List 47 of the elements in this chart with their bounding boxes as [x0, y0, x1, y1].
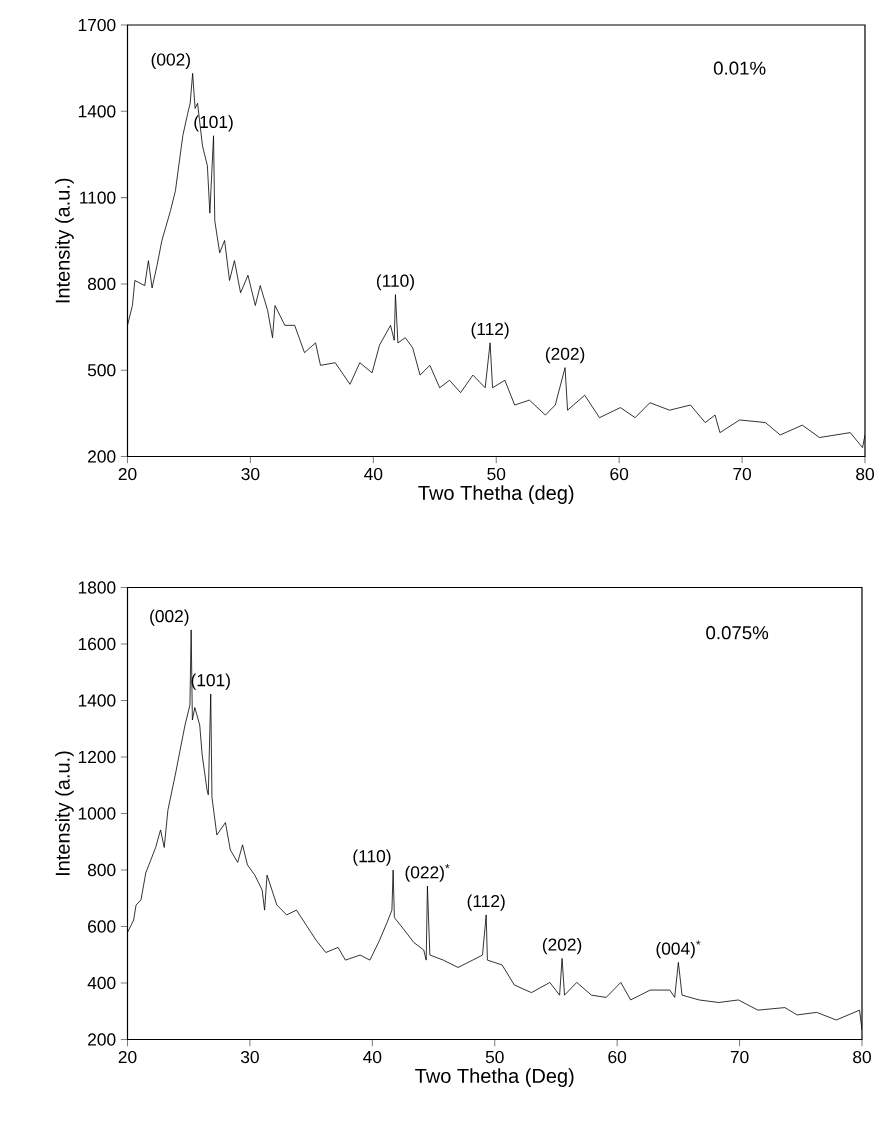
y-tick-label: 1700: [78, 18, 116, 32]
x-tick-label: 50: [487, 467, 506, 481]
annotation: 0.075%: [706, 626, 769, 640]
annotation: (002): [151, 52, 190, 70]
annotation: (101): [194, 115, 233, 132]
annotation: (112): [471, 322, 509, 339]
y-tick-label: 500: [87, 364, 116, 377]
x-axis-title: Two Thetha (deg): [418, 485, 574, 504]
y-tick-label: 800: [87, 863, 116, 877]
annotation: (110): [353, 849, 391, 866]
x-tick-label: 40: [363, 1050, 382, 1064]
annotation: (101): [191, 673, 230, 690]
x-tick-label: 20: [118, 467, 137, 481]
x-axis-title: Two Thetha (Deg): [415, 1068, 574, 1087]
x-tick-label: 70: [733, 467, 752, 481]
y-tick-label: 200: [88, 450, 116, 463]
x-tick-label: 80: [856, 467, 874, 481]
y-tick-label: 1600: [78, 637, 116, 651]
annotation: 0.01%: [713, 61, 766, 75]
y-tick-label: 1400: [78, 105, 116, 118]
x-tick-label: 80: [853, 1050, 871, 1064]
annotation: (112): [467, 894, 505, 911]
x-tick-label: 20: [118, 1050, 137, 1064]
x-tick-label: 30: [241, 467, 260, 481]
annotation: (022)$^{*}$: [405, 864, 450, 882]
annotation: (110): [376, 274, 414, 291]
y-tick-label: 800: [87, 277, 116, 291]
y-axis-title: Intensity (a.u.): [55, 751, 74, 876]
y-tick-label: 1200: [78, 750, 116, 764]
annotation: (002): [150, 609, 189, 626]
x-tick-label: 40: [364, 467, 383, 481]
y-tick-label: 1800: [78, 581, 116, 594]
y-tick-label: 1000: [78, 807, 116, 820]
y-tick-label: 1400: [78, 694, 116, 707]
x-tick-label: 60: [608, 1050, 627, 1064]
annotation: (004)$^{*}$: [656, 940, 701, 959]
x-tick-label: 50: [485, 1050, 504, 1064]
annotation: (202): [542, 938, 582, 955]
y-tick-label: 200: [88, 1033, 116, 1046]
x-tick-label: 70: [730, 1050, 749, 1064]
y-tick-label: 600: [88, 920, 116, 933]
x-tick-label: 30: [240, 1050, 259, 1064]
y-tick-label: 400: [87, 976, 116, 990]
y-axis-title: Intensity (a.u.): [55, 178, 74, 303]
x-tick-label: 60: [610, 467, 629, 481]
y-tick-label: 1100: [80, 191, 116, 204]
annotation: (202): [545, 347, 585, 364]
